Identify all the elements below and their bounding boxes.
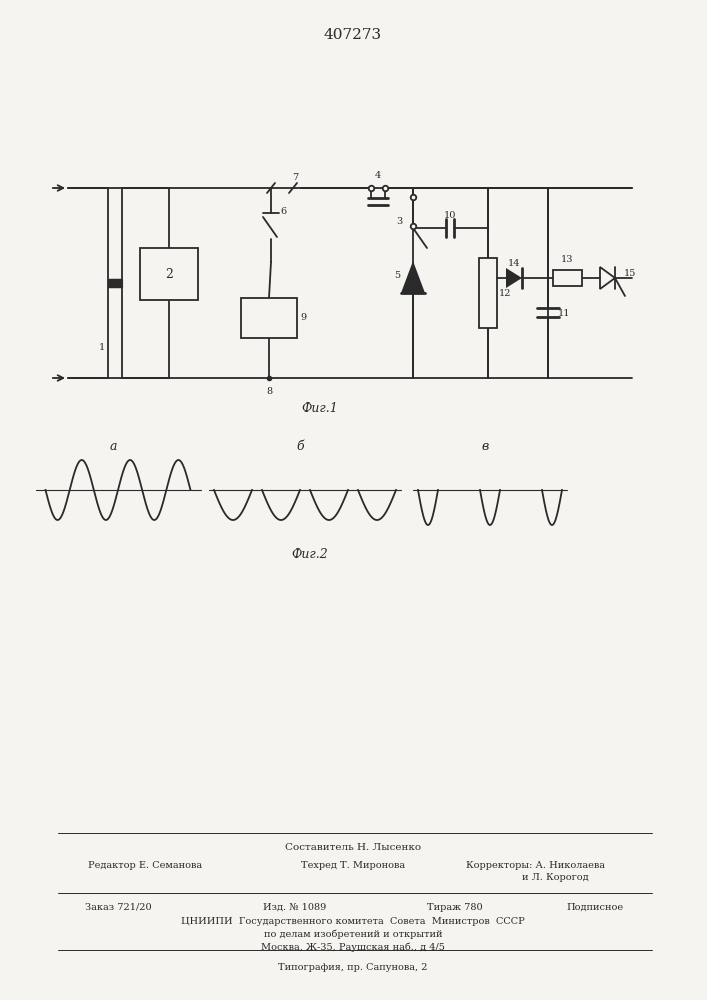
Bar (479, 258, 497, 328)
Text: Тираж 780: Тираж 780 (427, 902, 483, 912)
Text: Типография, пр. Сапунова, 2: Типография, пр. Сапунова, 2 (279, 962, 428, 972)
Text: в: в (481, 440, 489, 454)
Text: а: а (110, 440, 117, 454)
Text: Изд. № 1089: Изд. № 1089 (264, 902, 327, 912)
Bar (241, 298, 297, 338)
Text: Подписное: Подписное (566, 902, 624, 912)
Text: 15: 15 (624, 268, 636, 277)
Text: 4: 4 (375, 172, 381, 180)
Text: 12: 12 (498, 288, 511, 298)
Text: 3: 3 (396, 217, 402, 226)
Bar (553, 270, 582, 286)
Text: 14: 14 (508, 259, 520, 268)
Polygon shape (506, 268, 522, 288)
Text: 407273: 407273 (324, 28, 382, 42)
Text: 13: 13 (561, 255, 574, 264)
Text: 6: 6 (280, 207, 286, 216)
Text: 9: 9 (300, 314, 306, 322)
Text: ЦНИИПИ  Государственного комитета  Совета  Министров  СССР: ЦНИИПИ Государственного комитета Совета … (181, 916, 525, 926)
Text: Фиг.1: Фиг.1 (302, 401, 339, 414)
Text: и Л. Корогод: и Л. Корогод (522, 872, 588, 882)
Text: Фиг.2: Фиг.2 (291, 548, 328, 562)
Text: Заказ 721/20: Заказ 721/20 (85, 902, 151, 912)
Text: 8: 8 (266, 386, 272, 395)
Bar (140, 248, 198, 300)
Text: Корректоры: А. Николаева: Корректоры: А. Николаева (465, 860, 604, 869)
Text: по делам изобретений и открытий: по делам изобретений и открытий (264, 929, 443, 939)
Text: 2: 2 (165, 267, 173, 280)
Text: 1: 1 (99, 344, 105, 353)
Text: 5: 5 (394, 270, 400, 279)
Text: 10: 10 (444, 211, 456, 220)
Polygon shape (401, 261, 425, 293)
Text: Редактор Е. Семанова: Редактор Е. Семанова (88, 860, 202, 869)
Text: Москва, Ж-35, Раушская наб., д 4/5: Москва, Ж-35, Раушская наб., д 4/5 (261, 942, 445, 952)
Text: 11: 11 (558, 308, 571, 318)
Text: Техред Т. Миронова: Техред Т. Миронова (301, 860, 405, 869)
Text: Составитель Н. Лысенко: Составитель Н. Лысенко (285, 842, 421, 852)
Text: б: б (296, 440, 304, 454)
Text: 7: 7 (292, 172, 298, 182)
